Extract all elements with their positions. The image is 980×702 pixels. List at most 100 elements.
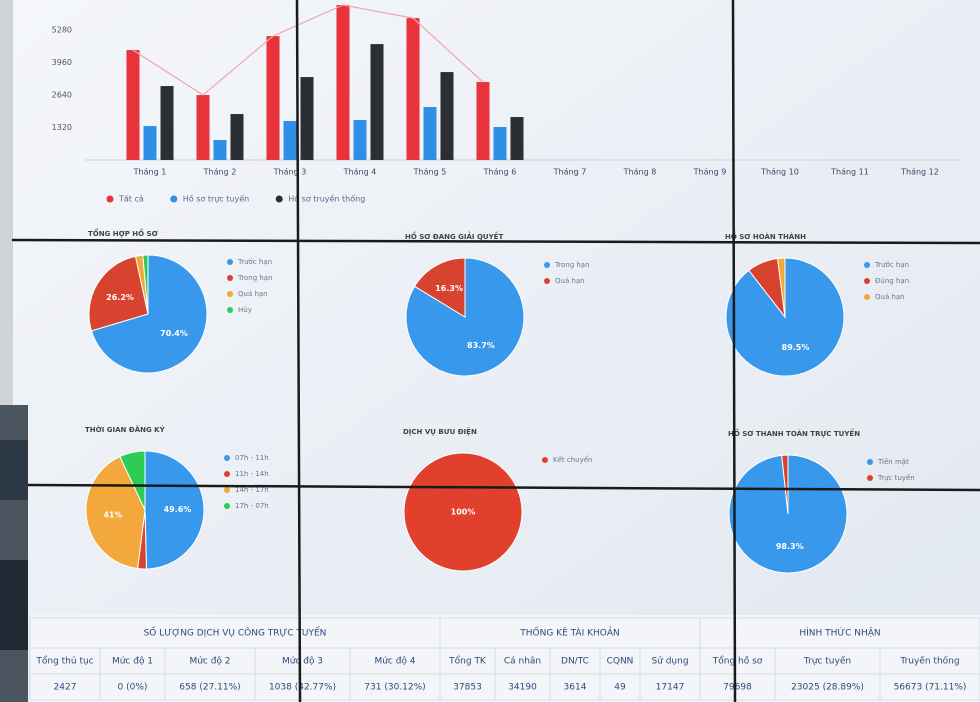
pie-title: HỒ SƠ HOÀN THÀNH: [725, 231, 806, 241]
column-header: Trực tuyến: [803, 656, 851, 667]
bar: [337, 5, 350, 160]
table-value: 34190: [508, 683, 537, 693]
pie-value-label: 98.3%: [776, 542, 804, 551]
legend-label: Quá hạn: [238, 290, 268, 298]
legend-dot: [107, 196, 114, 203]
bar: [284, 121, 297, 160]
bar: [494, 127, 507, 160]
x-tick-label: Tháng 2: [203, 168, 237, 177]
x-tick-label: Tháng 10: [760, 168, 799, 177]
pie-value-label: 41%: [103, 511, 122, 520]
table-value: 1038 (42.77%): [269, 683, 336, 693]
table-value: 23025 (28.89%): [791, 683, 864, 693]
legend-label: 11h - 14h: [235, 470, 269, 478]
column-header: Mức độ 3: [282, 656, 323, 667]
legend-label: Hồ sơ truyền thống: [288, 194, 365, 204]
table-value: 37853: [453, 683, 482, 693]
x-tick-label: Tháng 9: [693, 168, 727, 177]
bar: [231, 114, 244, 160]
legend-label: Hủy: [238, 306, 252, 314]
bar: [371, 44, 384, 160]
legend-dot: [224, 503, 230, 509]
legend-label: Kết chuyển: [553, 455, 592, 464]
legend-dot: [227, 307, 233, 313]
legend-dot: [224, 487, 230, 493]
table-value: 17147: [656, 683, 685, 693]
pie-title: HỒ SƠ THANH TOÁN TRỰC TUYẾN: [728, 428, 860, 438]
table-value: 0 (0%): [118, 683, 148, 693]
camera-inset-detail: [0, 440, 28, 500]
legend-dot: [864, 278, 870, 284]
table-value: 79698: [723, 683, 752, 693]
bar: [127, 50, 140, 160]
legend-dot: [227, 275, 233, 281]
x-tick-label: Tháng 6: [483, 168, 517, 177]
pie-value-label: 100%: [451, 508, 476, 517]
bar: [267, 36, 280, 160]
bar: [354, 120, 367, 160]
legend-label: Trước hạn: [874, 261, 909, 269]
legend-label: 07h - 11h: [235, 454, 269, 462]
legend-label: Tiền mặt: [877, 458, 909, 466]
legend-label: 17h - 07h: [235, 502, 269, 510]
pie-title: THỜI GIAN ĐĂNG KÝ: [85, 425, 166, 434]
column-header: Tổng hồ sơ: [712, 656, 763, 667]
legend-dot: [276, 196, 283, 203]
x-tick-label: Tháng 12: [900, 168, 939, 177]
pie-title: DỊCH VỤ BƯU ĐIỆN: [403, 427, 477, 436]
bar: [407, 18, 420, 160]
table-value: 658 (27.11%): [179, 683, 240, 693]
legend-dot: [224, 455, 230, 461]
camera-inset-detail: [0, 560, 28, 650]
legend-dot: [864, 294, 870, 300]
x-tick-label: Tháng 4: [343, 168, 377, 177]
column-header: DN/TC: [561, 657, 589, 667]
table-value: 49: [614, 683, 626, 693]
legend-label: Trực tuyến: [877, 474, 915, 482]
bar: [301, 77, 314, 160]
legend-label: Đúng hạn: [875, 277, 909, 285]
legend-label: Trong hạn: [554, 261, 590, 269]
pie-value-label: 83.7%: [467, 341, 495, 350]
legend-dot: [867, 459, 873, 465]
legend-label: Trong hạn: [237, 274, 273, 282]
column-header: Tổng thủ tục: [35, 656, 93, 667]
legend-label: Quá hạn: [555, 277, 585, 285]
table-value: 2427: [54, 683, 77, 693]
table-value: 731 (30.12%): [364, 683, 425, 693]
y-tick-label: 2640: [52, 91, 72, 100]
table-value: 56673 (71.11%): [894, 683, 967, 693]
legend-dot: [224, 471, 230, 477]
x-tick-label: Tháng 3: [273, 168, 307, 177]
bar: [511, 117, 524, 160]
x-tick-label: Tháng 11: [830, 168, 869, 177]
column-header: Truyền thống: [899, 656, 959, 667]
column-header: Mức độ 1: [112, 656, 153, 667]
column-header: Mức độ 2: [189, 656, 230, 667]
x-tick-label: Tháng 7: [553, 168, 587, 177]
legend-dot: [170, 196, 177, 203]
pie-value-label: 26.2%: [106, 293, 134, 302]
x-tick-label: Tháng 1: [133, 168, 167, 177]
legend-dot: [864, 262, 870, 268]
y-tick-label: 1320: [52, 123, 72, 132]
legend-dot: [544, 262, 550, 268]
column-header: Cá nhân: [504, 657, 541, 667]
bar: [197, 95, 210, 160]
x-tick-label: Tháng 8: [623, 168, 657, 177]
legend-dot: [867, 475, 873, 481]
bar: [424, 107, 437, 160]
column-header: CQNN: [607, 657, 634, 667]
pie-value-label: 16.3%: [435, 284, 463, 293]
table-value: 3614: [564, 683, 587, 693]
legend-label: Hồ sơ trực tuyến: [183, 194, 249, 205]
column-header: Tổng TK: [448, 656, 487, 667]
bar: [441, 72, 454, 160]
legend-dot: [544, 278, 550, 284]
pie-title: TỔNG HỢP HỒ SƠ: [88, 228, 158, 238]
pie-value-label: 70.4%: [160, 329, 188, 338]
legend-dot: [227, 291, 233, 297]
legend-dot: [227, 259, 233, 265]
dashboard-screen: 1320264039605280Tháng 1Tháng 2Tháng 3Thá…: [0, 0, 980, 702]
